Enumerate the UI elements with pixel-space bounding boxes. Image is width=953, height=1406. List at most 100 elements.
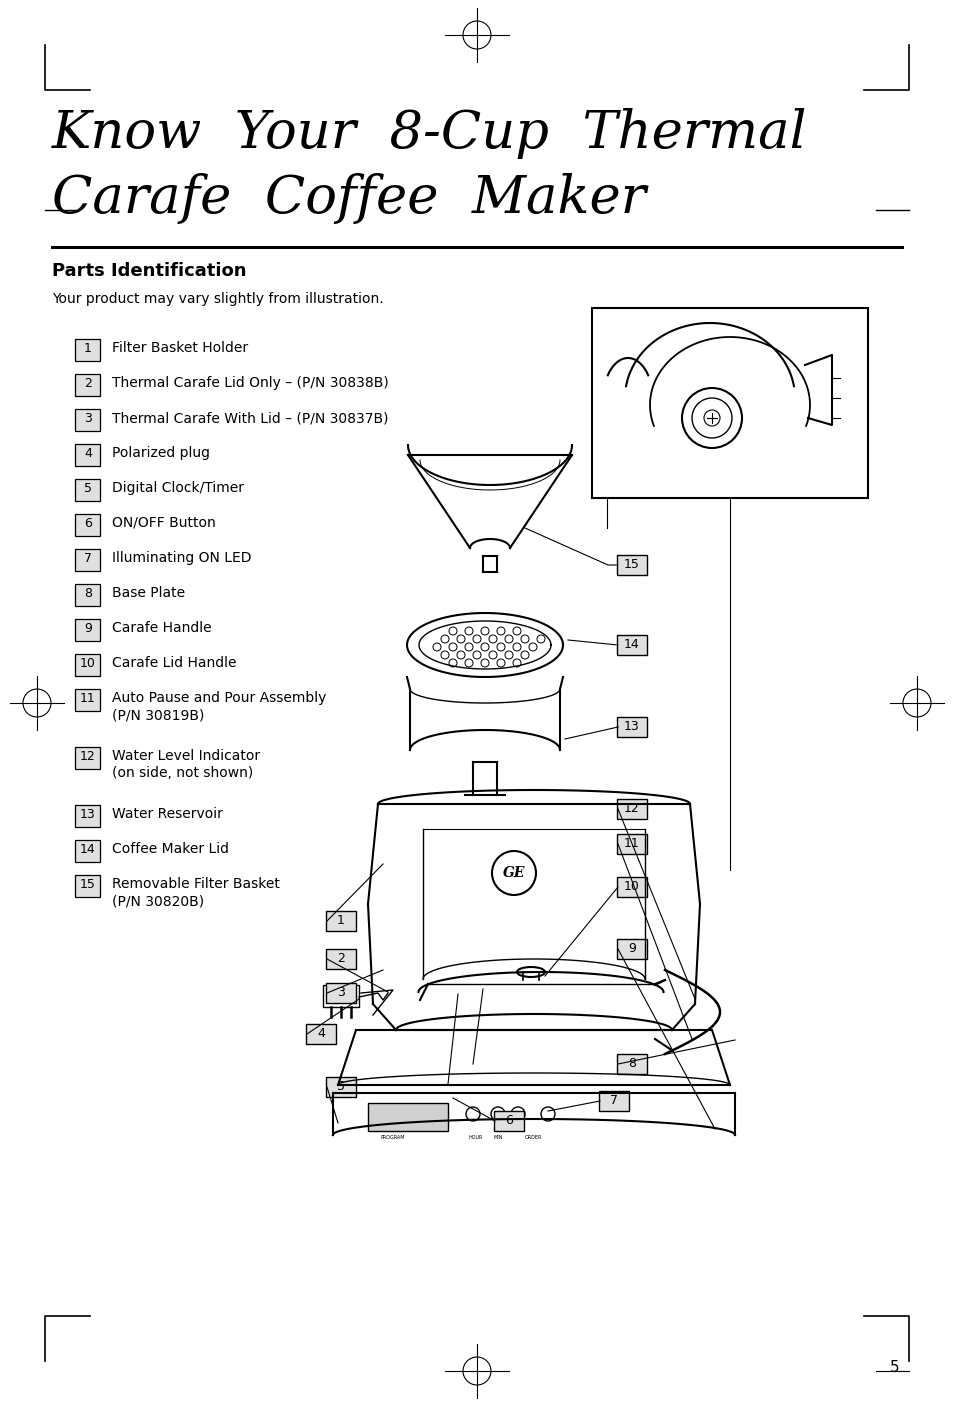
Text: 9: 9 [84,621,91,636]
Text: 15: 15 [623,558,639,571]
FancyBboxPatch shape [598,1091,628,1111]
Text: Water Level Indicator
(on side, not shown): Water Level Indicator (on side, not show… [112,749,260,780]
Circle shape [489,636,497,643]
Bar [368,1102,448,1130]
FancyBboxPatch shape [617,1054,646,1074]
Text: 12: 12 [80,749,95,763]
Text: 11: 11 [623,837,639,851]
Text: 10: 10 [80,657,96,671]
Circle shape [440,651,449,659]
Text: Carafe Handle: Carafe Handle [112,621,212,636]
Circle shape [449,659,456,666]
Circle shape [480,627,489,636]
FancyBboxPatch shape [75,875,100,897]
Text: 5: 5 [336,1080,345,1092]
Bar [323,986,358,1007]
Text: 6: 6 [84,517,91,530]
Circle shape [433,643,440,651]
FancyBboxPatch shape [75,619,100,641]
Text: Carafe  Coffee  Maker: Carafe Coffee Maker [52,173,645,224]
Text: 7: 7 [609,1094,618,1107]
FancyBboxPatch shape [617,939,646,959]
FancyBboxPatch shape [75,478,100,501]
Text: Thermal Carafe With Lid – (P/N 30837B): Thermal Carafe With Lid – (P/N 30837B) [112,411,388,425]
FancyBboxPatch shape [306,1024,335,1045]
Circle shape [464,627,473,636]
Text: MIN: MIN [493,1135,502,1140]
Text: Carafe Lid Handle: Carafe Lid Handle [112,657,236,671]
Text: 2: 2 [84,377,91,389]
Text: 8: 8 [627,1057,636,1070]
FancyBboxPatch shape [75,804,100,827]
Text: 4: 4 [316,1026,325,1040]
FancyBboxPatch shape [326,1077,355,1097]
Text: 4: 4 [84,447,91,460]
Text: 14: 14 [623,638,639,651]
Bar [592,308,867,498]
Text: 1: 1 [84,342,91,354]
Text: Digital Clock/Timer: Digital Clock/Timer [112,481,244,495]
Text: 7: 7 [84,553,91,565]
Text: HOUR: HOUR [468,1135,482,1140]
Circle shape [464,643,473,651]
Circle shape [473,651,480,659]
Text: 2: 2 [336,952,345,965]
FancyBboxPatch shape [75,689,100,710]
Circle shape [456,651,464,659]
Text: ORDER: ORDER [524,1135,541,1140]
FancyBboxPatch shape [75,747,100,769]
Text: Coffee Maker Lid: Coffee Maker Lid [112,842,229,856]
Circle shape [440,636,449,643]
Circle shape [520,651,529,659]
Text: 3: 3 [336,986,345,1000]
FancyBboxPatch shape [617,799,646,820]
Circle shape [497,659,504,666]
FancyBboxPatch shape [617,834,646,853]
Circle shape [456,636,464,643]
Circle shape [497,643,504,651]
Circle shape [529,643,537,651]
FancyBboxPatch shape [326,911,355,931]
Circle shape [480,643,489,651]
FancyBboxPatch shape [617,555,646,575]
Text: Auto Pause and Pour Assembly
(P/N 30819B): Auto Pause and Pour Assembly (P/N 30819B… [112,690,326,723]
FancyBboxPatch shape [75,654,100,675]
Text: Polarized plug: Polarized plug [112,446,210,460]
Text: 14: 14 [80,844,95,856]
FancyBboxPatch shape [75,374,100,395]
Circle shape [497,627,504,636]
Text: GE: GE [502,866,525,880]
FancyBboxPatch shape [75,583,100,606]
Text: 15: 15 [80,877,96,891]
FancyBboxPatch shape [75,548,100,571]
FancyBboxPatch shape [75,443,100,465]
Text: 9: 9 [627,942,636,955]
Circle shape [504,651,513,659]
Text: 10: 10 [623,880,639,893]
Circle shape [513,659,520,666]
Circle shape [504,636,513,643]
Text: 11: 11 [80,692,95,704]
Text: Filter Basket Holder: Filter Basket Holder [112,342,248,354]
FancyBboxPatch shape [617,717,646,737]
Text: Your product may vary slightly from illustration.: Your product may vary slightly from illu… [52,292,383,307]
Circle shape [513,643,520,651]
Text: 8: 8 [84,586,91,600]
FancyBboxPatch shape [617,877,646,897]
Text: 13: 13 [623,720,639,733]
FancyBboxPatch shape [75,839,100,862]
Circle shape [537,636,544,643]
Text: Removable Filter Basket
(P/N 30820B): Removable Filter Basket (P/N 30820B) [112,877,279,908]
FancyBboxPatch shape [494,1111,523,1130]
FancyBboxPatch shape [75,339,100,360]
Text: 5: 5 [84,482,91,495]
Circle shape [473,636,480,643]
Text: PROGRAM: PROGRAM [380,1135,405,1140]
FancyBboxPatch shape [75,409,100,430]
Circle shape [449,627,456,636]
Text: Base Plate: Base Plate [112,586,185,600]
Text: Parts Identification: Parts Identification [52,262,246,280]
Text: ON/OFF Button: ON/OFF Button [112,516,215,530]
Circle shape [449,643,456,651]
Circle shape [520,636,529,643]
